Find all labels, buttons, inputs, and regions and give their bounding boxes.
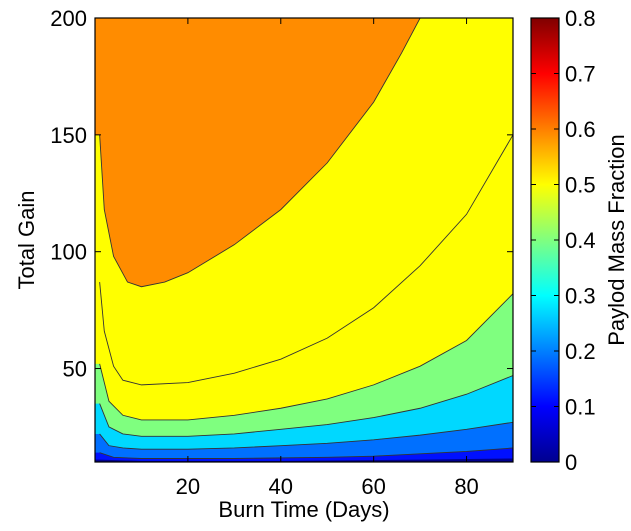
y-tick-label: 100 (50, 240, 87, 265)
colorbar-label: Paylod Mass Fraction (604, 134, 629, 346)
x-axis: 20 40 60 80 (176, 18, 479, 499)
y-tick-label: 50 (63, 357, 87, 382)
colorbar-tick-label: 0.6 (565, 117, 596, 142)
y-tick-label: 150 (50, 123, 87, 148)
x-tick-label: 60 (361, 474, 385, 499)
contour-line-0.3 (99, 375, 513, 437)
plot-area (95, 18, 513, 462)
y-tick-label: 200 (50, 6, 87, 31)
contour-region-0.6 (95, 18, 513, 287)
colorbar-tick-label: 0.5 (565, 173, 596, 198)
contour-line-0.6 (99, 18, 421, 288)
plot-frame (94, 17, 514, 463)
colorbar-tick-label: 0.8 (565, 6, 596, 31)
colorbar-ticks: 0 0.1 0.2 0.3 0.4 0.5 0.6 0.7 0.8 (531, 6, 596, 475)
y-axis: 50 100 150 200 (50, 6, 513, 382)
x-tick-label: 40 (269, 474, 293, 499)
y-axis-title: Total Gain (14, 190, 39, 289)
colorbar-tick-label: 0.2 (565, 339, 596, 364)
contour-line-0.1 (99, 447, 513, 459)
colorbar-tick-label: 0.4 (565, 228, 596, 253)
x-axis-title: Burn Time (Days) (218, 497, 389, 522)
contour-line-0.4 (99, 293, 513, 421)
x-tick-label: 20 (176, 474, 200, 499)
colorbar: 0 0.1 0.2 0.3 0.4 0.5 0.6 0.7 0.8 (530, 6, 596, 475)
contour-line-0.5 (99, 134, 513, 386)
colorbar-tick-label: 0.3 (565, 284, 596, 309)
colorbar-tick-label: 0 (565, 450, 577, 475)
colorbar-tick-label: 0.7 (565, 62, 596, 87)
contour-line-0.2 (99, 421, 513, 450)
x-tick-label: 80 (454, 474, 478, 499)
colorbar-tick-label: 0.1 (565, 395, 596, 420)
